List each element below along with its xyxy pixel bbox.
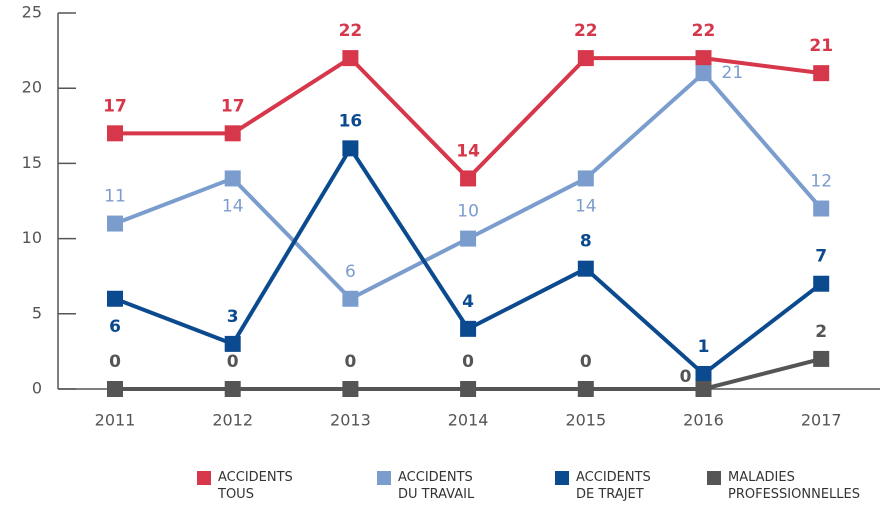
- data-label: 0: [680, 367, 692, 387]
- x-tick-label: 2014: [448, 411, 489, 430]
- data-label: 6: [345, 262, 356, 282]
- y-tick-label: 5: [32, 303, 42, 322]
- data-label: 21: [722, 63, 744, 83]
- marker: [695, 365, 712, 382]
- marker: [224, 125, 241, 142]
- data-label: 10: [457, 202, 479, 222]
- marker: [577, 260, 594, 277]
- y-tick-label: 10: [22, 228, 42, 247]
- marker: [224, 381, 241, 397]
- marker: [460, 381, 477, 397]
- marker: [107, 381, 123, 397]
- marker: [695, 50, 712, 67]
- data-label: 3: [227, 307, 239, 327]
- marker: [342, 50, 359, 67]
- marker: [224, 335, 241, 352]
- x-tick-label: 2016: [683, 411, 724, 430]
- legend-swatch: [377, 471, 391, 485]
- x-tick-label: 2013: [330, 411, 371, 430]
- y-tick-label: 0: [32, 379, 42, 398]
- x-tick-label: 2015: [565, 411, 606, 430]
- data-label: 1: [698, 337, 710, 357]
- data-label: 16: [339, 111, 363, 131]
- data-label: 0: [227, 352, 239, 372]
- data-label: 22: [339, 21, 363, 41]
- data-label: 0: [580, 352, 592, 372]
- data-label: 14: [575, 196, 597, 216]
- marker: [460, 170, 477, 187]
- data-label: 17: [103, 96, 127, 116]
- x-tick-label: 2017: [801, 411, 842, 430]
- marker: [107, 215, 123, 232]
- marker: [107, 125, 123, 142]
- marker: [813, 65, 830, 82]
- legend-label: ACCIDENTS DU TRAVAIL: [398, 470, 475, 502]
- data-label: 12: [810, 172, 832, 192]
- data-label: 21: [809, 36, 833, 56]
- data-label: 0: [109, 352, 121, 372]
- legend-swatch: [707, 471, 721, 485]
- data-label: 17: [221, 96, 245, 116]
- data-label: 11: [104, 187, 126, 207]
- data-label: 8: [580, 232, 592, 252]
- data-label: 14: [222, 196, 244, 216]
- marker: [813, 200, 830, 217]
- x-tick-label: 2011: [95, 411, 136, 430]
- legend-label: ACCIDENTS DE TRAJET: [576, 470, 651, 502]
- data-label: 6: [109, 317, 121, 337]
- y-tick-label: 25: [22, 3, 42, 22]
- marker: [813, 275, 830, 292]
- legend-label: ACCIDENTS TOUS: [218, 470, 293, 502]
- marker: [342, 381, 359, 397]
- data-label: 22: [692, 21, 716, 41]
- legend-swatch: [197, 471, 211, 485]
- marker: [695, 65, 712, 82]
- y-tick-label: 15: [22, 153, 42, 172]
- legend-label: MALADIES PROFESSIONNELLES: [728, 470, 860, 502]
- marker: [577, 50, 594, 67]
- marker: [695, 381, 712, 397]
- marker: [460, 230, 477, 247]
- marker: [577, 381, 594, 397]
- marker: [813, 350, 830, 367]
- marker: [342, 140, 359, 157]
- y-tick-label: 20: [22, 78, 42, 97]
- marker: [224, 170, 241, 187]
- data-label: 2: [815, 322, 827, 342]
- data-label: 14: [456, 141, 480, 161]
- marker: [342, 290, 359, 307]
- marker: [577, 170, 594, 187]
- data-label: 0: [462, 352, 474, 372]
- data-label: 7: [815, 247, 827, 267]
- data-label: 0: [344, 352, 356, 372]
- x-tick-label: 2012: [212, 411, 253, 430]
- marker: [460, 320, 477, 337]
- legend-swatch: [555, 471, 569, 485]
- marker: [107, 290, 123, 307]
- data-label: 4: [462, 292, 474, 312]
- data-label: 22: [574, 21, 598, 41]
